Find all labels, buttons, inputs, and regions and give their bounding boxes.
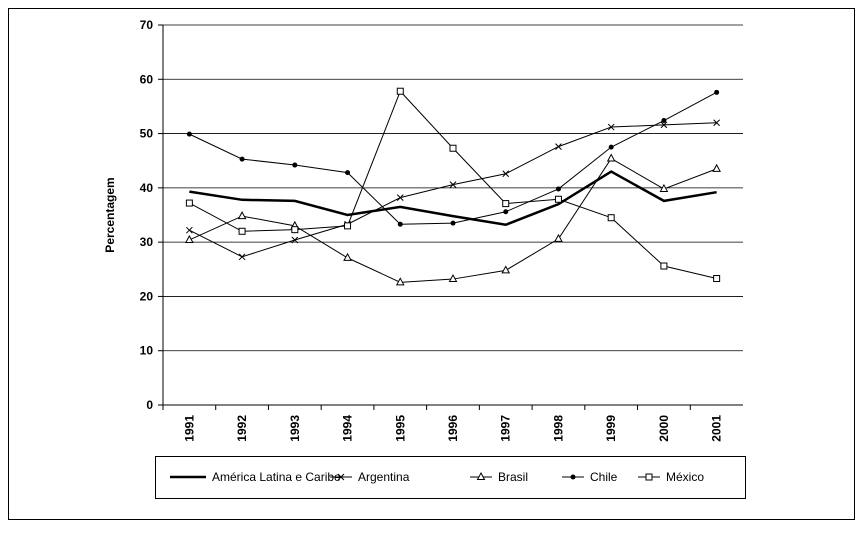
marker (555, 143, 562, 150)
marker (607, 214, 615, 222)
y-tick-label: 60 (140, 72, 154, 86)
y-tick-label: 30 (140, 235, 154, 249)
marker (661, 118, 667, 124)
marker (713, 119, 720, 127)
marker (396, 87, 404, 95)
marker (714, 89, 720, 95)
x-tick-label: 1997 (499, 415, 513, 442)
marker (554, 195, 562, 203)
marker (186, 226, 193, 234)
marker (185, 234, 194, 243)
marker (503, 209, 509, 215)
marker (238, 253, 246, 261)
marker (344, 222, 352, 230)
legend-label: Chile (590, 470, 618, 484)
marker (501, 265, 511, 274)
marker (645, 473, 653, 481)
frame (8, 8, 855, 520)
y-tick-label: 70 (140, 18, 154, 32)
marker (476, 471, 486, 480)
marker (660, 121, 668, 129)
marker (570, 474, 576, 480)
x-tick-label: 1994 (341, 415, 355, 442)
x-tick-label: 1995 (393, 415, 407, 442)
marker (239, 156, 245, 162)
marker (713, 275, 721, 283)
x-tick-label: 1992 (235, 415, 249, 442)
x-tick-label: 1996 (446, 415, 460, 442)
marker (292, 162, 298, 168)
y-tick-label: 40 (140, 181, 154, 195)
marker (712, 163, 721, 172)
x-tick-label: 1998 (551, 415, 565, 442)
legend-label: América Latina e Caribe (212, 470, 341, 484)
marker (502, 170, 510, 178)
y-tick-label: 20 (140, 289, 154, 303)
x-tick-label: 2001 (710, 415, 724, 442)
series-line (189, 170, 717, 227)
series-line (189, 122, 717, 258)
marker (397, 221, 403, 227)
marker (555, 186, 561, 192)
x-tick-label: 1991 (182, 415, 196, 442)
marker (608, 144, 614, 150)
marker (450, 220, 456, 226)
legend-label: México (666, 470, 704, 484)
marker (606, 153, 616, 162)
marker (291, 226, 299, 234)
marker (186, 131, 192, 137)
marker (395, 277, 405, 286)
y-tick-label: 0 (146, 398, 153, 412)
marker (449, 181, 457, 188)
marker (660, 262, 668, 270)
legend-box (155, 456, 746, 499)
marker (659, 183, 669, 192)
marker (345, 170, 351, 176)
legend-label: Brasil (498, 470, 528, 484)
marker (502, 200, 510, 208)
x-tick-label: 2000 (657, 415, 671, 442)
y-tick-label: 10 (140, 344, 154, 358)
marker (185, 199, 193, 207)
marker (554, 233, 563, 242)
marker (291, 236, 299, 244)
marker (238, 227, 246, 235)
x-tick-label: 1993 (288, 415, 302, 442)
marker (449, 144, 457, 152)
y-tick-label: 50 (140, 127, 154, 141)
marker (396, 194, 404, 201)
marker (237, 211, 247, 220)
series-line (189, 91, 717, 225)
marker (337, 473, 345, 481)
series-line (189, 157, 717, 283)
marker (607, 123, 615, 131)
legend-label: Argentina (358, 470, 410, 484)
marker (343, 252, 352, 261)
marker (448, 274, 458, 283)
x-tick-label: 1999 (604, 415, 618, 442)
y-axis-label: Percentagem (103, 177, 117, 252)
